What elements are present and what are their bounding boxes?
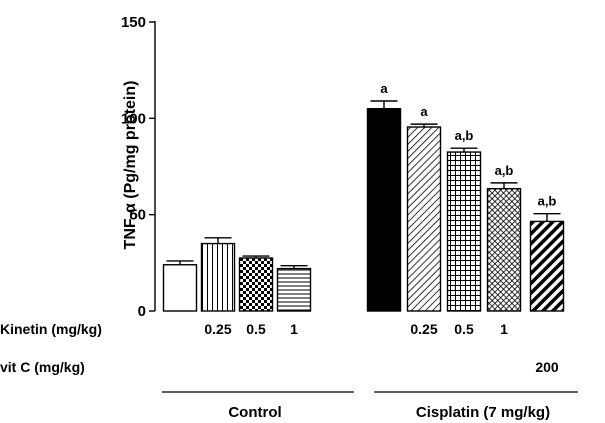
bar-8 [486,187,522,312]
bar-5 [366,107,402,312]
bars: a a a,b a,b a,b [162,81,565,312]
dose-label: 0.5 [454,321,474,337]
bar-4 [276,267,312,312]
significance-label: a,b [455,128,474,143]
dose-label: 0.5 [246,321,266,337]
bar-7 [446,151,482,312]
group-label-cisplatin: Cisplatin (7 mg/kg) [416,404,550,421]
significance-label: a,b [495,163,514,178]
y-tick-label: 100 [121,110,146,127]
dose-label: 0.25 [204,321,231,337]
dose-label: 1 [500,321,508,337]
y-axis-label: TNF-α (Pg/mg protein) [122,81,139,250]
bar-9 [529,220,565,312]
dose-label: 0.25 [410,321,437,337]
significance-label: a,b [538,194,557,209]
significance-label: a [420,104,428,119]
bar-2 [200,242,236,312]
group-label-control: Control [228,404,281,421]
bar-1 [162,264,198,312]
treatment-table: Kinetin (mg/kg) vit C (mg/kg) Control Ci… [0,321,578,421]
row-label-kinetin: Kinetin (mg/kg) [0,321,102,337]
bar-6 [406,126,442,312]
y-tick-label: 50 [129,207,146,224]
dose-label: 200 [535,359,559,375]
y-tick-label: 150 [121,14,146,31]
dose-label: 1 [290,321,298,337]
bar-3 [238,257,274,312]
y-tick-label: 0 [138,303,146,320]
significance-label: a [380,81,388,96]
row-label-vitc: vit C (mg/kg) [0,359,85,375]
y-axis: 0 50 100 150 [121,14,156,320]
